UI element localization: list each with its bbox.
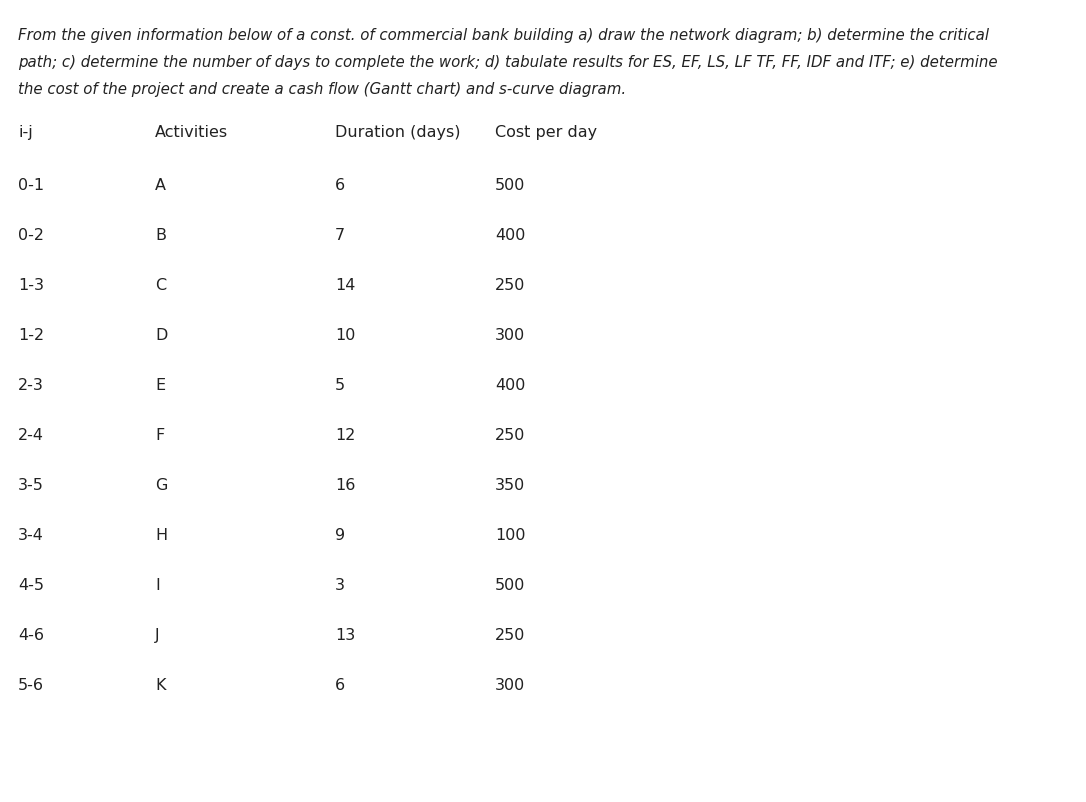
Text: 250: 250	[495, 277, 526, 293]
Text: 250: 250	[495, 627, 526, 642]
Text: 12: 12	[334, 427, 355, 443]
Text: 13: 13	[334, 627, 355, 642]
Text: the cost of the project and create a cash flow (Gantt chart) and s-curve diagram: the cost of the project and create a cas…	[18, 82, 627, 97]
Text: 5: 5	[334, 378, 345, 392]
Text: 500: 500	[495, 178, 526, 192]
Text: 3-5: 3-5	[18, 477, 43, 492]
Text: path; c) determine the number of days to complete the work; d) tabulate results : path; c) determine the number of days to…	[18, 55, 998, 70]
Text: 4-6: 4-6	[18, 627, 45, 642]
Text: H: H	[155, 528, 167, 542]
Text: 0-2: 0-2	[18, 228, 45, 243]
Text: C: C	[155, 277, 166, 293]
Text: 6: 6	[334, 677, 345, 692]
Text: 0-1: 0-1	[18, 178, 45, 192]
Text: 400: 400	[495, 228, 526, 243]
Text: 3: 3	[334, 577, 345, 592]
Text: 300: 300	[495, 677, 526, 692]
Text: 500: 500	[495, 577, 526, 592]
Text: J: J	[155, 627, 160, 642]
Text: From the given information below of a const. of commercial bank building a) draw: From the given information below of a co…	[18, 28, 989, 43]
Text: 1-3: 1-3	[18, 277, 45, 293]
Text: 1-2: 1-2	[18, 327, 45, 342]
Text: F: F	[155, 427, 164, 443]
Text: 250: 250	[495, 427, 526, 443]
Text: E: E	[155, 378, 165, 392]
Text: 2-3: 2-3	[18, 378, 43, 392]
Text: D: D	[155, 327, 167, 342]
Text: 9: 9	[334, 528, 345, 542]
Text: 350: 350	[495, 477, 526, 492]
Text: 6: 6	[334, 178, 345, 192]
Text: 300: 300	[495, 327, 526, 342]
Text: Duration (days): Duration (days)	[334, 125, 460, 140]
Text: A: A	[155, 178, 166, 192]
Text: B: B	[155, 228, 166, 243]
Text: K: K	[155, 677, 165, 692]
Text: 4-5: 4-5	[18, 577, 45, 592]
Text: I: I	[155, 577, 160, 592]
Text: i-j: i-j	[18, 125, 33, 140]
Text: 2-4: 2-4	[18, 427, 45, 443]
Text: Cost per day: Cost per day	[495, 125, 597, 140]
Text: 5-6: 5-6	[18, 677, 45, 692]
Text: 7: 7	[334, 228, 345, 243]
Text: 100: 100	[495, 528, 526, 542]
Text: G: G	[155, 477, 167, 492]
Text: Activities: Activities	[155, 125, 228, 140]
Text: 16: 16	[334, 477, 355, 492]
Text: 10: 10	[334, 327, 355, 342]
Text: 14: 14	[334, 277, 355, 293]
Text: 3-4: 3-4	[18, 528, 43, 542]
Text: 400: 400	[495, 378, 526, 392]
